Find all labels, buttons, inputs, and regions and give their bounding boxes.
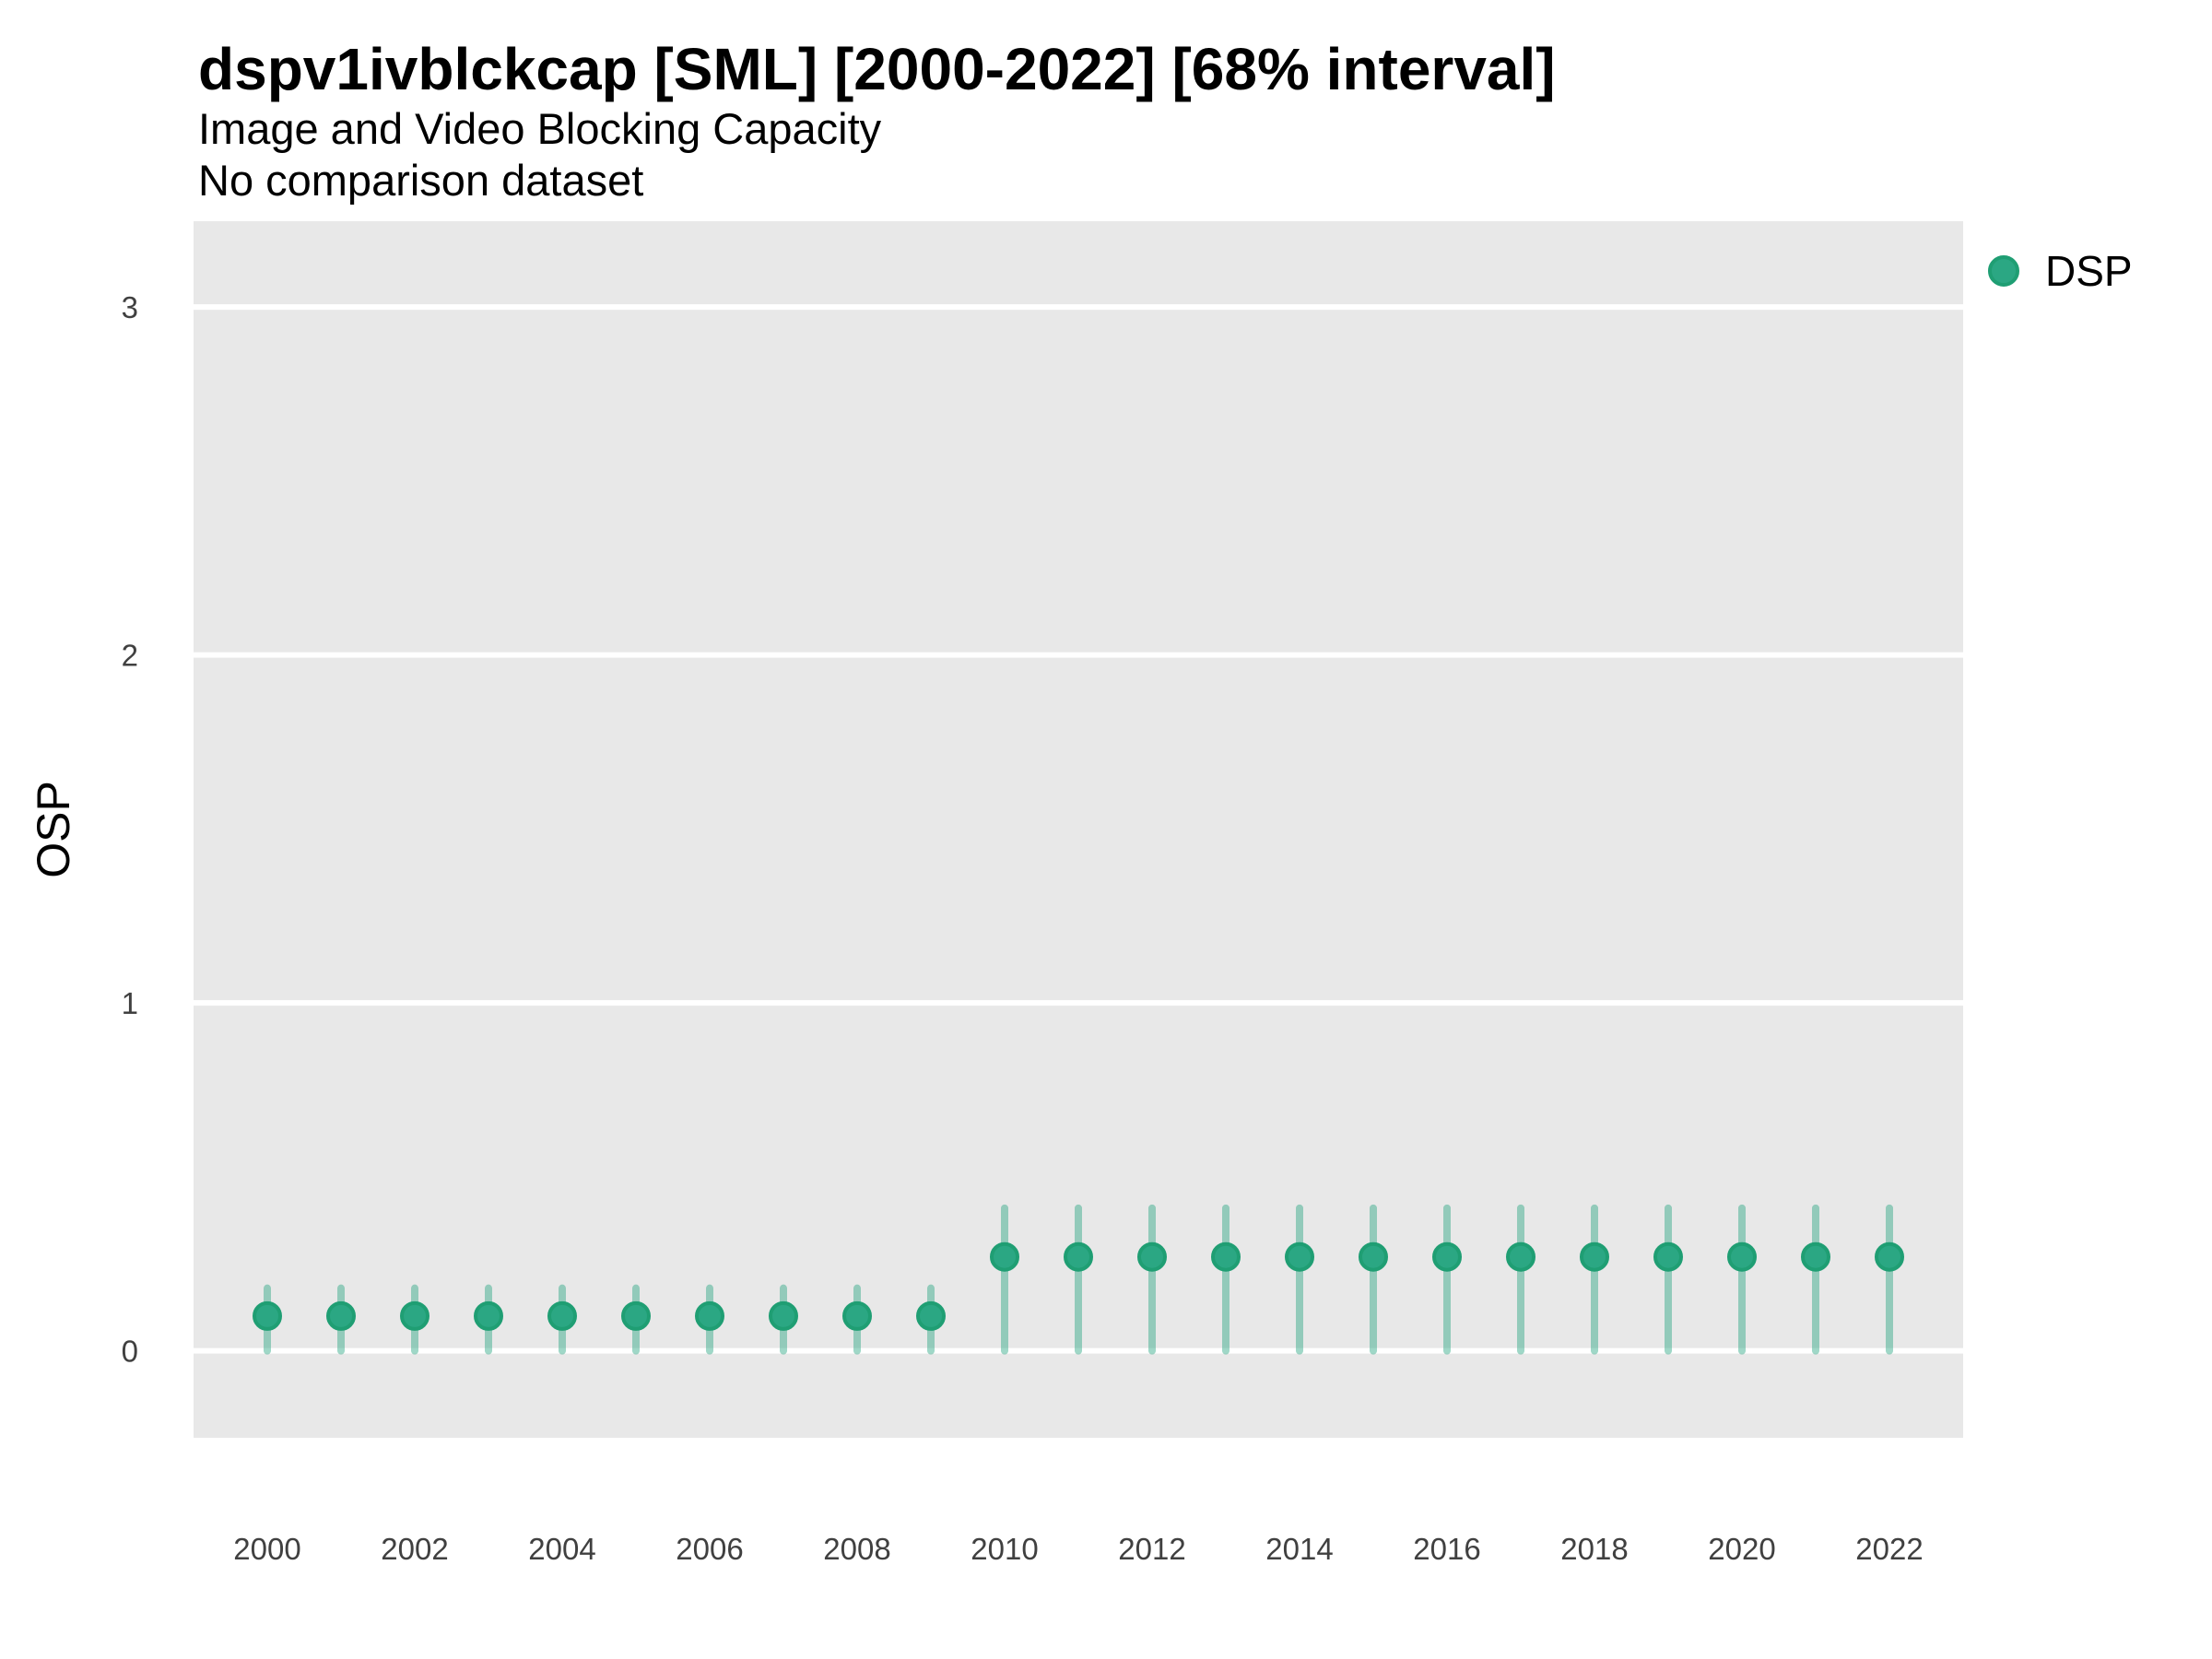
data-point (1875, 1241, 1904, 1272)
chart-title: dspv1ivblckcap [SML] [2000-2022] [68% in… (198, 36, 1556, 102)
data-point (1359, 1241, 1388, 1272)
data-point (326, 1300, 356, 1331)
x-tick-label: 2020 (1708, 1532, 1775, 1566)
x-tick-label: 2012 (1118, 1532, 1185, 1566)
x-tick-label: 2022 (1855, 1532, 1923, 1566)
data-point (1580, 1241, 1609, 1272)
panel-background (194, 221, 1963, 1438)
x-tick-label: 2018 (1560, 1532, 1628, 1566)
data-point (1432, 1241, 1462, 1272)
data-point (547, 1300, 577, 1331)
legend: DSP (1988, 250, 2133, 292)
data-point (1727, 1241, 1757, 1272)
y-tick-label: 3 (122, 290, 138, 324)
data-point (842, 1300, 872, 1331)
data-point (253, 1300, 282, 1331)
data-point (474, 1300, 503, 1331)
x-tick-label: 2002 (381, 1532, 448, 1566)
data-point (400, 1300, 429, 1331)
data-point (1211, 1241, 1241, 1272)
data-point (769, 1300, 798, 1331)
x-tick-label: 2006 (676, 1532, 743, 1566)
data-point (695, 1300, 724, 1331)
y-tick-label: 1 (122, 986, 138, 1020)
data-point (621, 1300, 651, 1331)
x-tick-label: 2010 (971, 1532, 1038, 1566)
data-point (916, 1300, 946, 1331)
legend-marker-icon (1988, 255, 2019, 287)
comparison-note: No comparison dataset (198, 156, 644, 205)
legend-label: DSP (2045, 247, 2133, 295)
x-tick-label: 2008 (823, 1532, 890, 1566)
x-tick-label: 2004 (528, 1532, 595, 1566)
data-point (990, 1241, 1019, 1272)
data-point (1653, 1241, 1683, 1272)
y-tick-label: 2 (122, 639, 138, 673)
data-point (1506, 1241, 1535, 1272)
x-tick-label: 2000 (233, 1532, 300, 1566)
data-point (1285, 1241, 1314, 1272)
x-tick-label: 2016 (1413, 1532, 1480, 1566)
x-tick-label: 2014 (1265, 1532, 1333, 1566)
data-point (1064, 1241, 1093, 1272)
y-tick-label: 0 (122, 1335, 138, 1369)
data-point (1137, 1241, 1167, 1272)
data-point (1801, 1241, 1830, 1272)
chart-subtitle: Image and Video Blocking Capacity (198, 104, 882, 153)
